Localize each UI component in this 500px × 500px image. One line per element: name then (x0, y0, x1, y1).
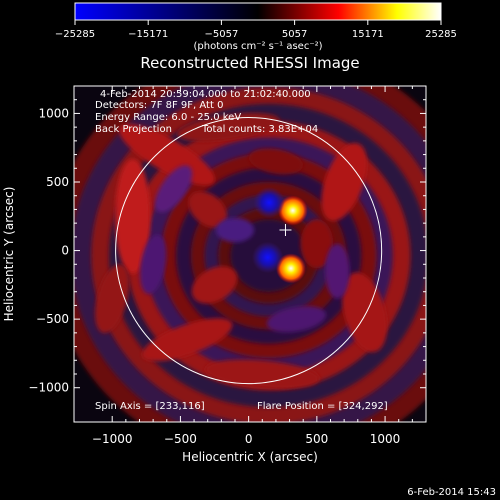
cold-source (252, 241, 284, 274)
colorbar-tick-label: 25285 (425, 29, 457, 40)
y-tick-label: 500 (46, 175, 69, 189)
image-lobe (325, 243, 350, 299)
flare-position-marker (279, 224, 292, 236)
chart-title: Reconstructed RHESSI Image (140, 54, 359, 72)
colorbar-tick-label: −25285 (55, 29, 95, 40)
annotation-total-counts: Total counts: 3.83E+04 (201, 124, 318, 135)
x-tick-label: 1000 (370, 432, 401, 446)
x-tick-label: 0 (245, 432, 253, 446)
image-lobe (191, 266, 238, 304)
colorbar (74, 2, 442, 21)
image-lobe (154, 165, 193, 213)
annotation-time-range: 4-Feb-2014 20:59:04.000 to 21:02:40.000 (100, 89, 311, 100)
colorbar-tick-label: −5057 (204, 29, 238, 40)
annotation-spin-axis: Spin Axis = [233,116] (95, 401, 205, 412)
image-lobe (142, 318, 233, 362)
x-tick-label: −1000 (92, 432, 133, 446)
y-tick-label: −1000 (28, 381, 69, 395)
image-lobe (114, 158, 151, 274)
annotation-energy-range: Energy Range: 6.0 - 25.0 keV (95, 112, 241, 123)
hot-source (275, 253, 306, 284)
colorbar-tick-label: 5057 (282, 29, 307, 40)
image-lobe (176, 113, 280, 142)
image-lobe (300, 219, 334, 269)
x-tick-label: −500 (164, 432, 197, 446)
y-tick-label: 1000 (38, 106, 69, 120)
footer-timestamp: 6-Feb-2014 15:43 (407, 487, 496, 498)
x-tick-label: 500 (305, 432, 328, 446)
x-axis-label: Heliocentric X (arcsec) (182, 450, 318, 464)
colorbar-tick-label: 15171 (352, 29, 384, 40)
colorbar-ticks: −25285 −15171 −5057 5057 15171 25285 (55, 20, 457, 40)
image-lobe (266, 305, 327, 333)
image-lobe (188, 191, 228, 228)
annotation-method: Back Projection (95, 124, 172, 135)
solar-limb-circle (115, 117, 383, 385)
reconstructed-image (74, 86, 426, 422)
plot-frame (73, 85, 427, 423)
annotation-flare-position: Flare Position = [324,292] (257, 401, 388, 412)
image-lobe (248, 148, 303, 175)
y-tick-label: −500 (36, 312, 69, 326)
image-lobe (205, 359, 320, 389)
colorbar-tick-label: −15171 (128, 29, 168, 40)
y-axis-label: Heliocentric Y (arcsec) (2, 187, 16, 322)
annotation-detectors: Detectors: 7F 8F 9F, Att 0 (95, 100, 223, 111)
hot-source (277, 195, 308, 226)
cold-source (253, 186, 285, 219)
colorbar-units: (photons cm⁻² s⁻¹ asec⁻²) (193, 41, 322, 52)
axis-ticks: −1000 −500 0 500 1000 −1000 −500 0 500 1000 (28, 86, 426, 446)
image-lobe (321, 142, 367, 222)
image-lobe (139, 234, 167, 294)
image-lobe (215, 217, 255, 243)
image-lobe (95, 264, 130, 334)
y-tick-label: 0 (61, 244, 69, 258)
